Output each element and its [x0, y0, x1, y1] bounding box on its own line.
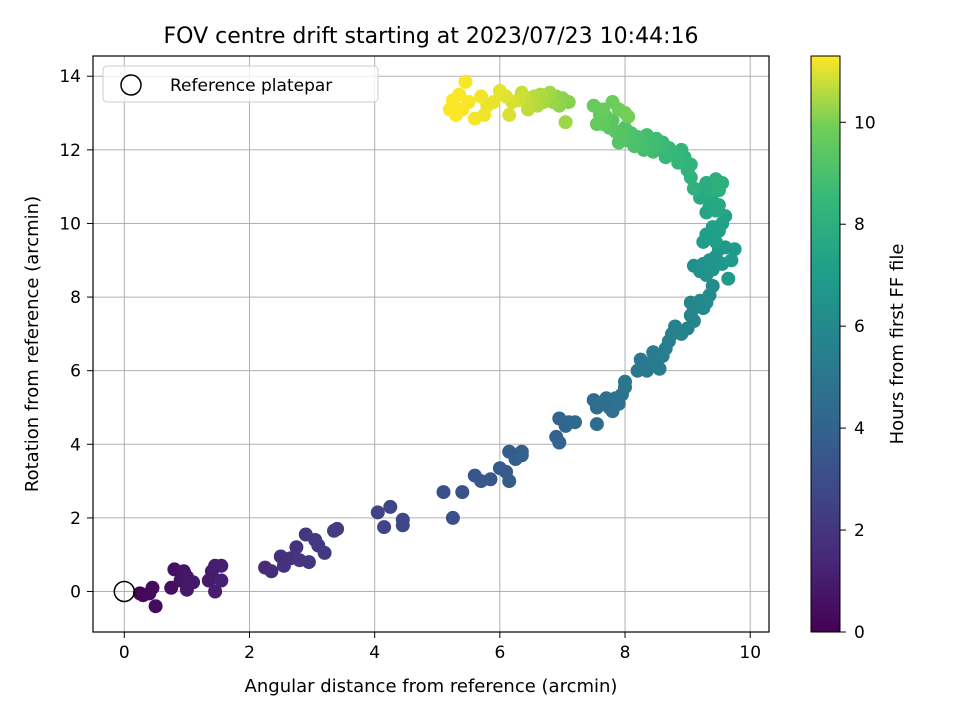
- data-point: [589, 417, 604, 432]
- data-point: [383, 499, 398, 514]
- data-point: [145, 580, 160, 595]
- x-tick-label: 4: [369, 643, 380, 663]
- data-point: [264, 564, 279, 579]
- y-axis-label: Rotation from reference (arcmin): [22, 196, 43, 492]
- colorbar-tick-label: 8: [854, 215, 865, 235]
- data-point: [467, 111, 482, 126]
- data-points: [132, 74, 742, 614]
- x-tick-label: 10: [739, 643, 761, 663]
- y-tick-label: 4: [70, 435, 81, 455]
- y-tick-label: 0: [70, 583, 81, 603]
- colorbar-gradient: [810, 55, 841, 633]
- colorbar: 0 2 4 6 8 10 Hours from first FF file: [810, 55, 908, 643]
- x-tick-label: 2: [244, 643, 255, 663]
- data-point: [596, 102, 611, 117]
- data-point: [658, 150, 673, 165]
- data-point: [514, 448, 529, 463]
- data-point: [621, 109, 636, 124]
- colorbar-ticks: 0 2 4 6 8 10: [840, 113, 876, 643]
- y-tick-label: 8: [70, 288, 81, 308]
- data-point: [330, 521, 345, 536]
- y-tick-label: 6: [70, 362, 81, 382]
- data-point: [395, 518, 410, 533]
- data-point: [301, 555, 316, 570]
- data-point: [724, 253, 739, 268]
- data-point: [370, 505, 385, 520]
- data-point: [708, 234, 723, 249]
- data-point: [186, 575, 201, 590]
- y-tick-label: 2: [70, 509, 81, 529]
- data-point: [705, 279, 720, 293]
- data-point: [618, 374, 632, 389]
- colorbar-tick-label: 4: [854, 419, 865, 439]
- legend-marker-icon: [120, 74, 142, 96]
- data-point: [289, 540, 304, 555]
- colorbar-tick-label: 0: [854, 623, 865, 643]
- data-point: [483, 472, 498, 487]
- data-point: [558, 115, 573, 130]
- data-point: [214, 558, 229, 573]
- data-point: [214, 573, 229, 588]
- x-axis-ticks: 0 2 4 6 8 10: [119, 632, 761, 663]
- reference-point: [113, 580, 136, 603]
- legend-label: Reference platepar: [170, 76, 332, 96]
- colorbar-label: Hours from first FF file: [887, 244, 908, 445]
- data-point: [589, 117, 604, 132]
- y-tick-label: 12: [59, 141, 81, 161]
- chart-title: FOV centre drift starting at 2023/07/23 …: [164, 24, 699, 49]
- y-tick-label: 10: [59, 214, 81, 234]
- data-point: [458, 74, 473, 89]
- data-point: [502, 107, 517, 122]
- legend-box: [102, 65, 379, 103]
- reference-marker: [113, 580, 136, 603]
- data-point: [208, 584, 223, 599]
- data-point: [711, 198, 726, 213]
- data-point: [686, 314, 701, 328]
- data-point: [568, 415, 582, 430]
- y-axis-ticks: 0 2 4 6 8 10 12 14: [59, 67, 93, 603]
- y-tick-label: 14: [59, 67, 81, 87]
- x-axis-label: Angular distance from reference (arcmin): [245, 676, 618, 697]
- data-point: [552, 435, 567, 450]
- data-point: [715, 176, 730, 190]
- data-point: [445, 510, 460, 525]
- data-point: [317, 545, 332, 560]
- data-point: [686, 181, 701, 196]
- data-point: [611, 135, 626, 150]
- data-point: [652, 361, 667, 376]
- data-point: [727, 242, 742, 257]
- x-tick-label: 8: [620, 643, 631, 663]
- plot-frame: [92, 55, 770, 633]
- x-tick-label: 6: [494, 643, 505, 663]
- data-point: [377, 520, 392, 535]
- legend: Reference platepar: [102, 65, 379, 103]
- data-point: [148, 599, 163, 614]
- data-point: [436, 485, 451, 500]
- data-point: [521, 102, 535, 117]
- colorbar-tick-label: 10: [854, 113, 876, 133]
- x-tick-label: 0: [119, 643, 130, 663]
- data-point: [502, 474, 517, 489]
- colorbar-tick-label: 6: [854, 317, 865, 337]
- data-point: [474, 89, 489, 104]
- data-point: [721, 271, 736, 286]
- data-point: [455, 485, 470, 500]
- data-point: [442, 102, 457, 117]
- data-point: [492, 84, 507, 98]
- data-point: [164, 580, 179, 595]
- colorbar-tick-label: 2: [854, 521, 865, 541]
